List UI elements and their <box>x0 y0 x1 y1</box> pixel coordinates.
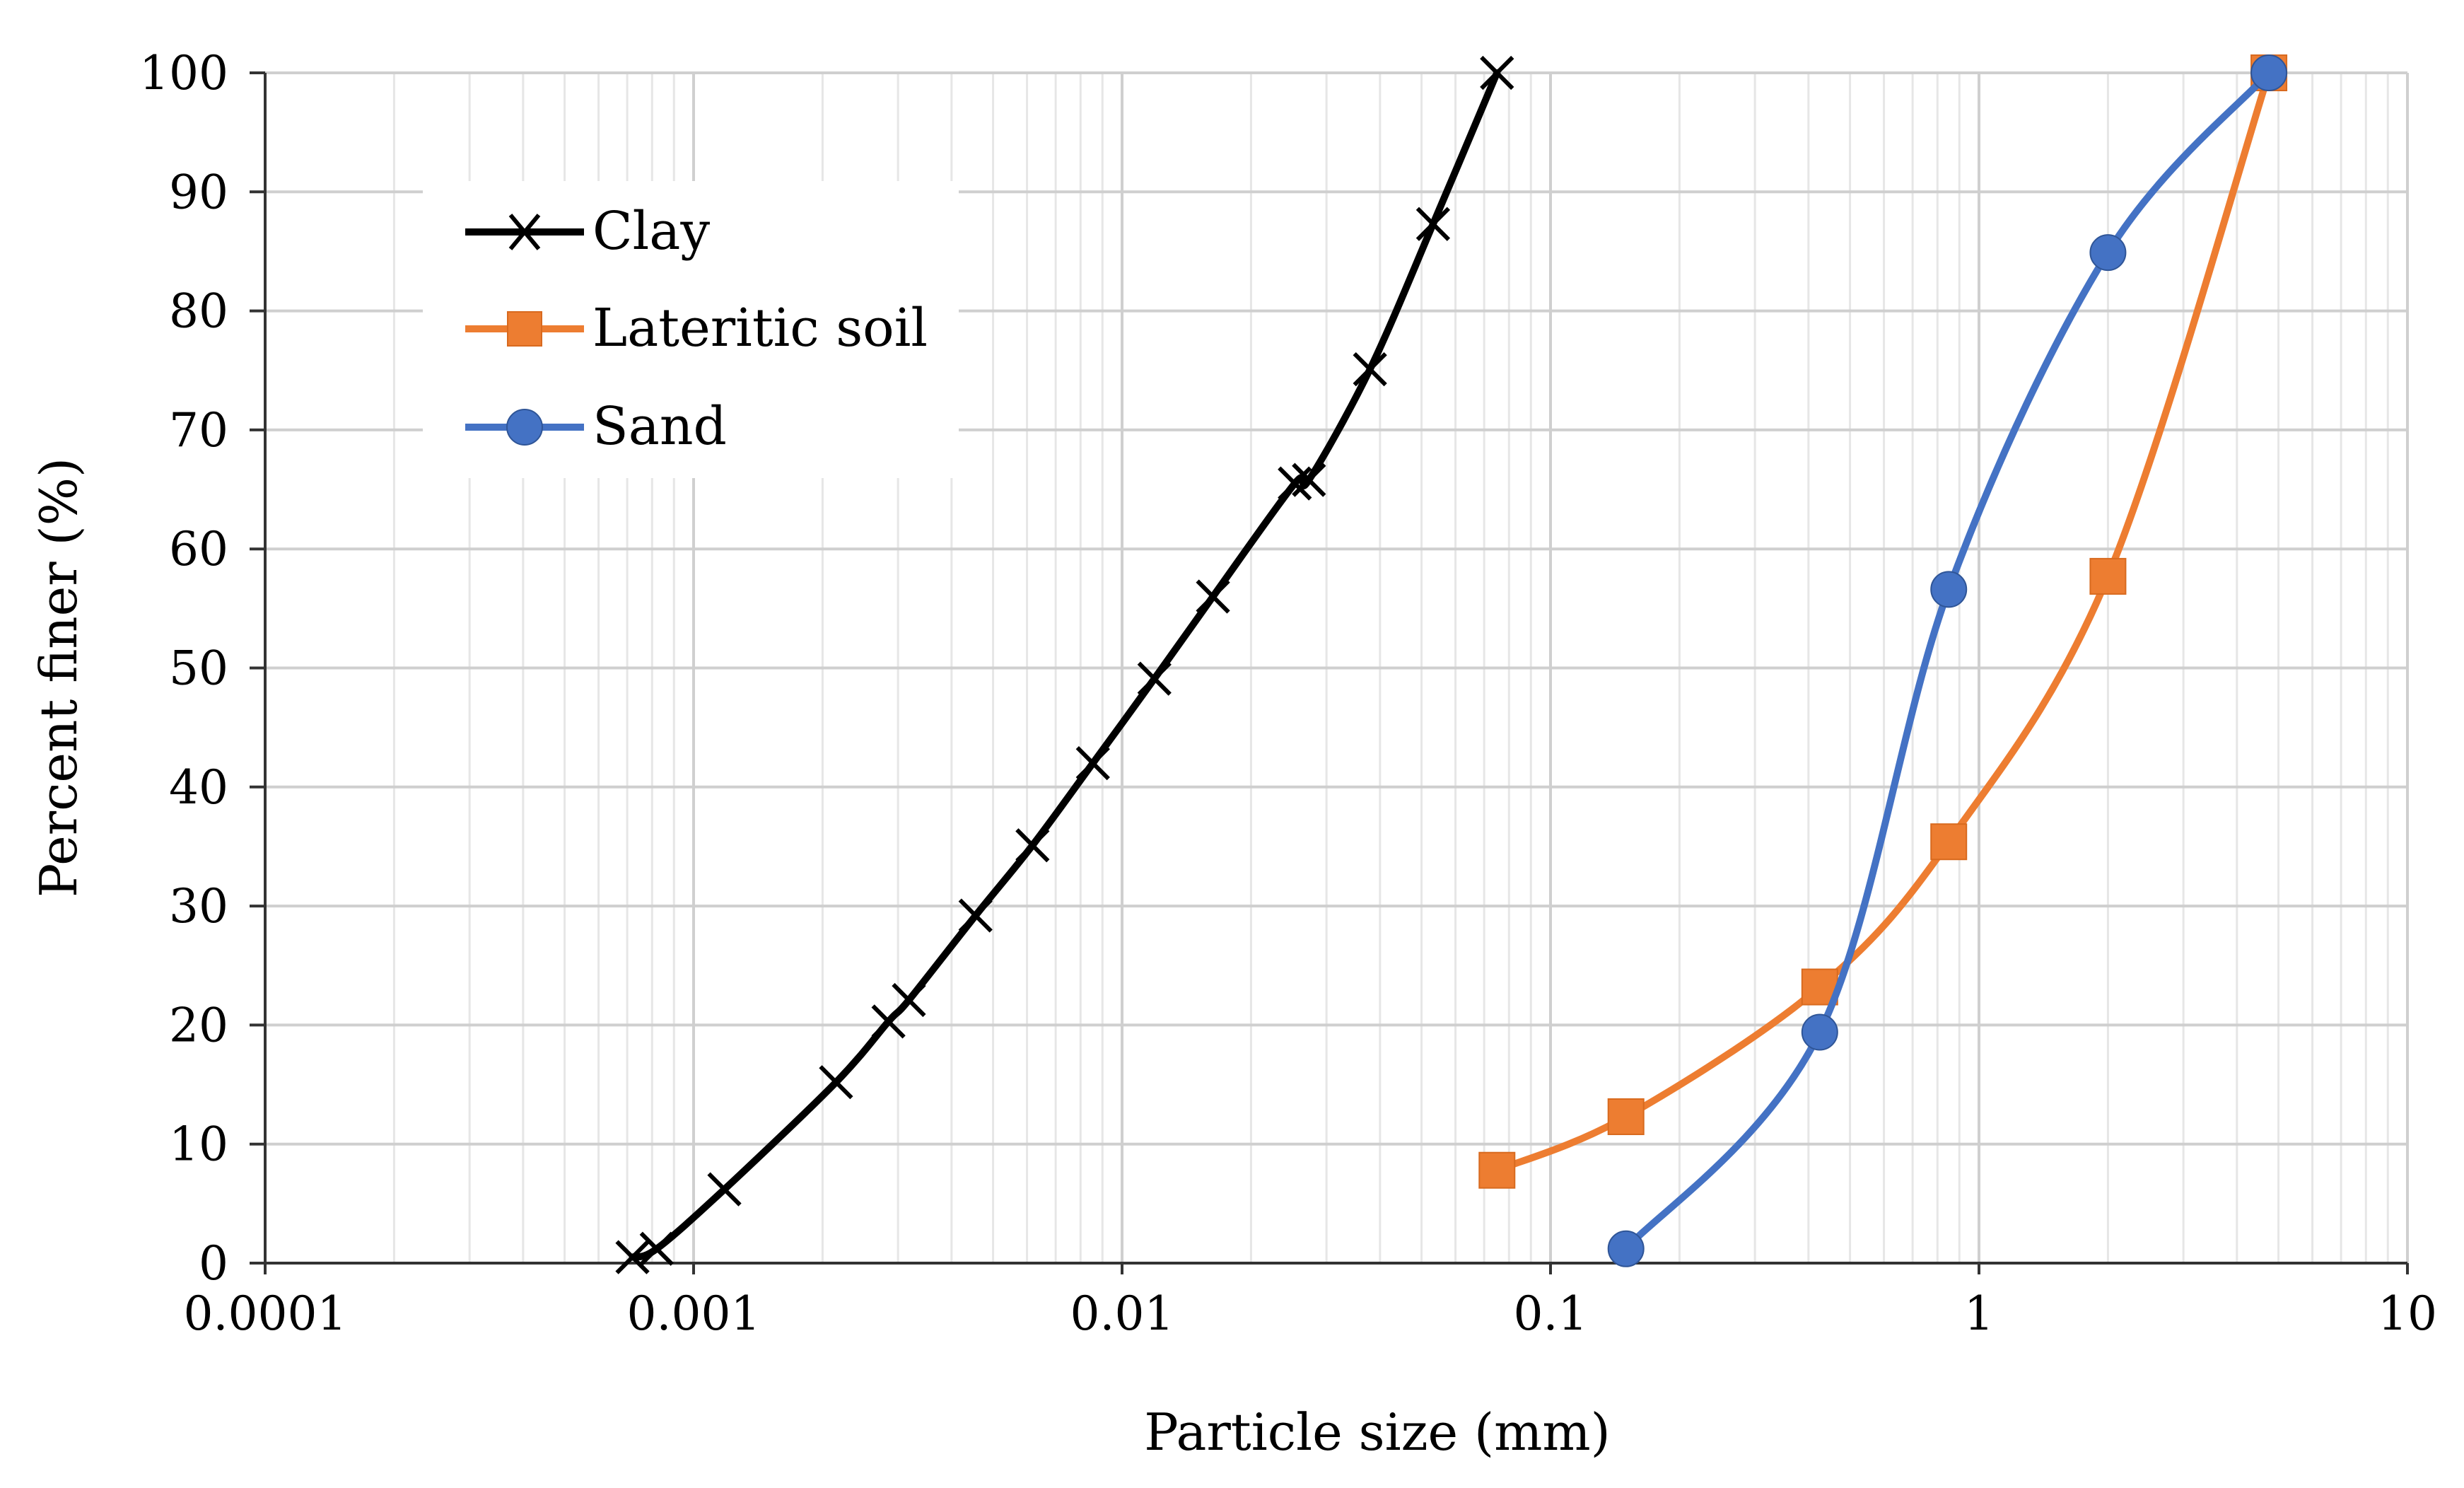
y-tick-label: 30 <box>169 879 228 934</box>
x-tick-label: 0.001 <box>627 1286 761 1341</box>
y-tick-label: 0 <box>199 1236 228 1291</box>
x-tick-label: 0.0001 <box>184 1286 347 1341</box>
legend-marker-sand <box>506 409 543 446</box>
data-point-sand <box>1930 571 1968 608</box>
legend-marker-clay <box>508 214 541 250</box>
data-point-clay <box>1353 351 1387 387</box>
legend-item-lateritic-soil: Lateritic soil <box>465 298 928 359</box>
data-point-clay <box>1292 463 1326 497</box>
x-axis-title: Particle size (mm) <box>1144 1402 1611 1462</box>
data-point-clay <box>819 1065 853 1100</box>
legend-label-clay: Clay <box>592 201 710 262</box>
x-tick-label: 10 <box>2378 1286 2437 1341</box>
data-point-sand <box>2250 54 2288 91</box>
data-point-sand <box>1607 1230 1645 1267</box>
data-point-clay <box>1480 55 1514 91</box>
data-point-lateritic-soil <box>1607 1098 1645 1135</box>
data-point-clay <box>1278 466 1312 501</box>
legend: Clay Lateritic soil Sand <box>423 181 959 478</box>
y-tick-label: 20 <box>169 998 228 1052</box>
y-tick-label: 10 <box>169 1117 228 1172</box>
y-tick-label: 70 <box>169 403 228 458</box>
y-tick-label: 50 <box>169 641 228 696</box>
y-tick-label: 90 <box>169 165 228 219</box>
x-tick-label: 0.01 <box>1070 1286 1174 1341</box>
data-point-sand <box>2089 234 2127 272</box>
data-point-clay <box>707 1172 742 1207</box>
data-point-clay <box>1137 661 1172 696</box>
data-point-sand <box>1801 1013 1838 1051</box>
series-layer <box>615 54 2288 1274</box>
y-tick-label: 100 <box>139 46 228 100</box>
data-point-lateritic-soil <box>1478 1151 1516 1189</box>
data-point-lateritic-soil <box>2089 557 2127 595</box>
legend-marker-lateritic-soil <box>507 311 542 347</box>
legend-item-clay: Clay <box>465 201 710 262</box>
y-tick-label: 80 <box>169 284 228 339</box>
data-point-clay <box>892 982 926 1018</box>
data-point-clay <box>639 1231 674 1266</box>
y-tick-label: 40 <box>169 760 228 815</box>
data-point-clay <box>615 1240 650 1274</box>
series-line-sand <box>1622 69 2273 1252</box>
legend-label-lateritic-soil: Lateritic soil <box>592 298 928 359</box>
data-point-clay <box>1015 828 1050 863</box>
y-axis-title: Percent finer (%) <box>29 458 88 897</box>
data-point-clay <box>1415 207 1451 241</box>
y-tick-label: 60 <box>169 522 228 576</box>
data-point-clay <box>1196 579 1230 614</box>
legend-item-sand: Sand <box>465 396 727 457</box>
data-point-clay <box>958 898 993 933</box>
data-point-clay <box>1075 746 1110 781</box>
x-tick-label: 0.1 <box>1514 1286 1588 1341</box>
x-tick-label: 1 <box>1964 1286 1994 1341</box>
data-point-lateritic-soil <box>1930 823 1968 861</box>
legend-label-sand: Sand <box>592 396 727 457</box>
axes <box>250 71 2409 1274</box>
tick-labels: 0.0001 0.001 0.01 0.1 1 100102030405060708090… <box>139 46 2437 1341</box>
